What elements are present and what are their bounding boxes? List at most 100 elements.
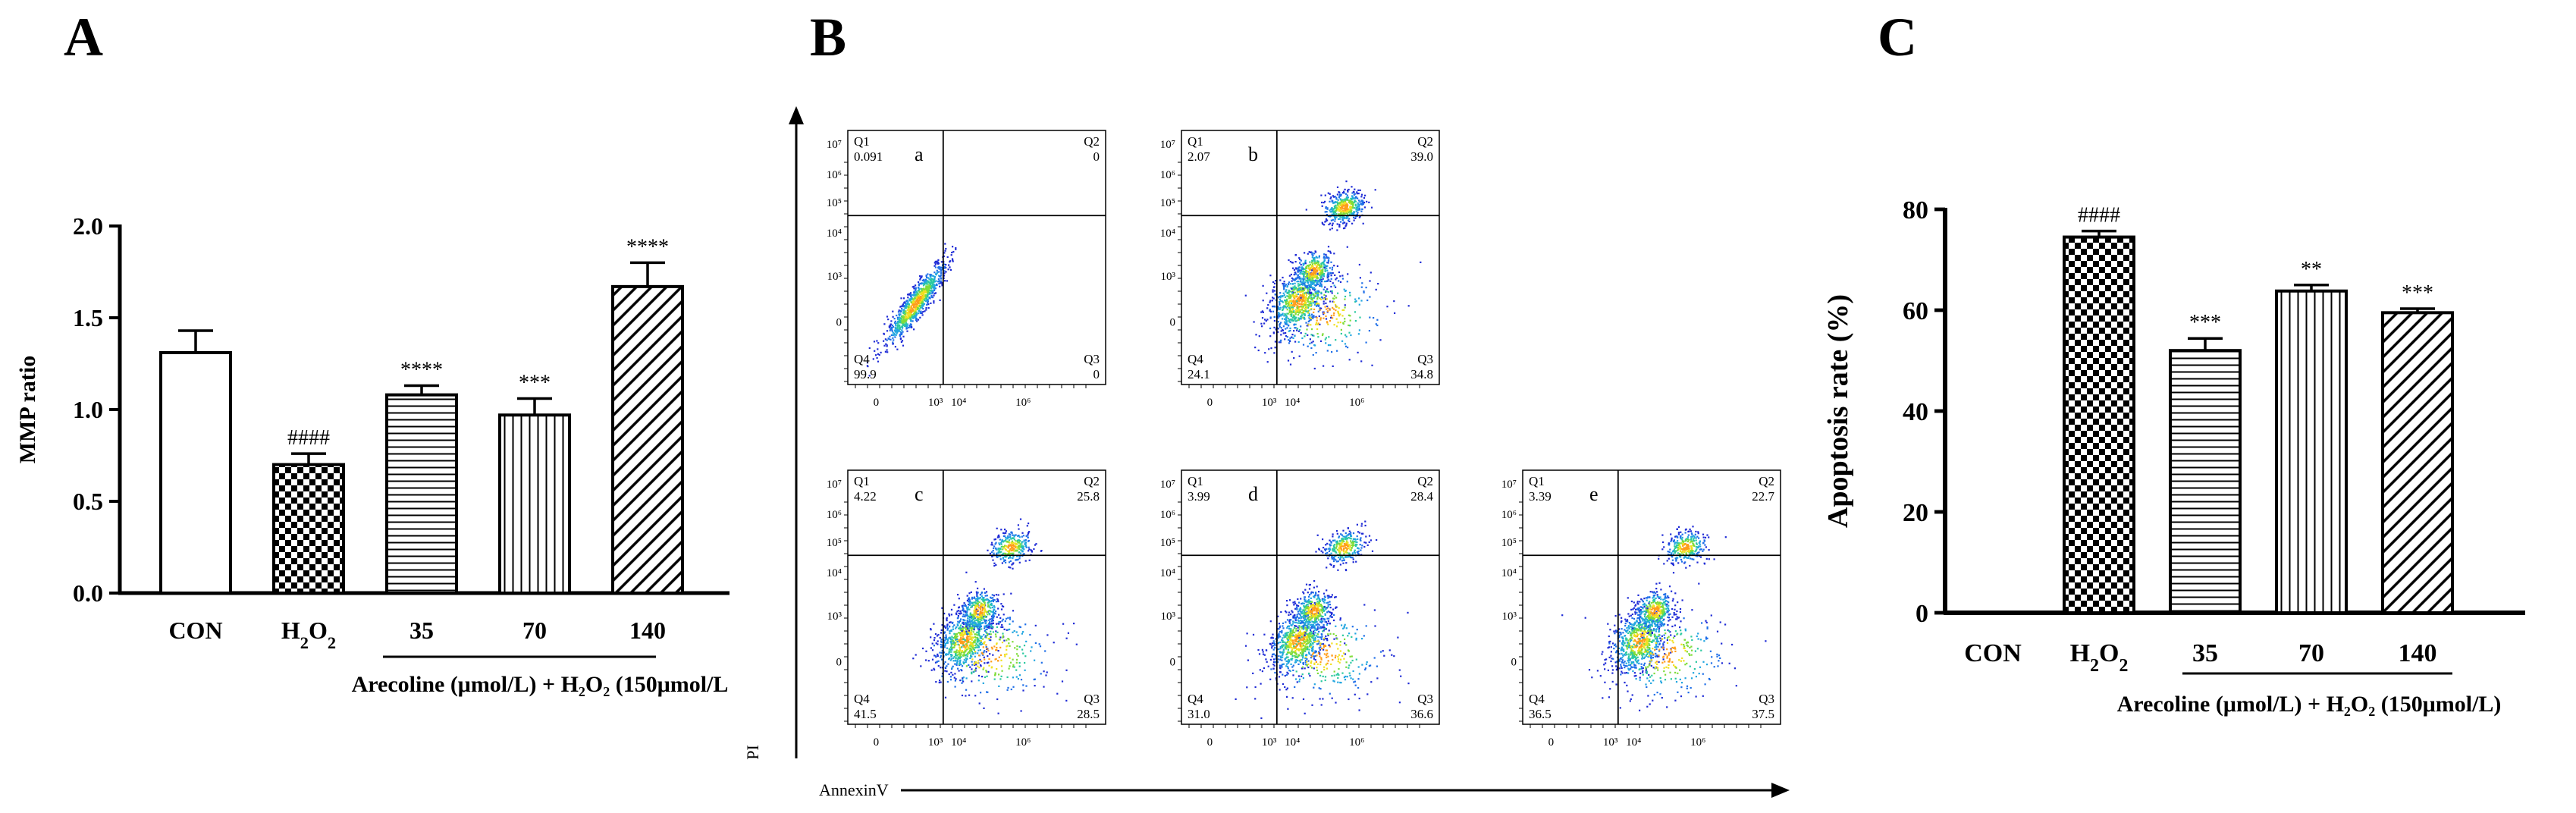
scatter-point xyxy=(1332,200,1334,202)
scatter-point xyxy=(905,319,907,321)
scatter-point xyxy=(913,315,915,318)
scatter-point xyxy=(971,601,974,604)
scatter-point xyxy=(966,607,968,610)
scatter-point xyxy=(955,247,957,250)
scatter-point xyxy=(894,320,896,322)
scatter-point xyxy=(924,288,926,290)
scatter-point xyxy=(1298,312,1301,314)
y-axis-label: MMP ratio xyxy=(15,356,40,463)
scatter-point xyxy=(1296,290,1298,292)
scatter-point xyxy=(1282,683,1285,686)
scatter-point xyxy=(1299,637,1301,639)
scatter-point xyxy=(943,261,945,263)
scatter-point xyxy=(990,624,993,626)
scatter-point xyxy=(1021,633,1023,635)
scatter-point xyxy=(989,552,991,554)
scatter-point xyxy=(1310,268,1312,270)
scatter-point xyxy=(1355,214,1357,216)
scatter-point xyxy=(1297,289,1299,291)
scatter-point xyxy=(1305,310,1307,312)
scatter-point xyxy=(910,309,912,312)
scatter-point xyxy=(1294,311,1297,313)
scatter-point xyxy=(1292,316,1294,319)
scatter-point xyxy=(1034,624,1037,626)
scatter-point xyxy=(1344,209,1347,211)
scatter-point xyxy=(1319,276,1322,278)
scatter-point xyxy=(1341,202,1343,205)
scatter-point xyxy=(1316,298,1319,300)
scatter-point xyxy=(964,649,966,651)
scatter-point xyxy=(1323,266,1325,268)
scatter-point xyxy=(1005,532,1007,534)
scatter-point xyxy=(1340,201,1342,203)
scatter-point xyxy=(1280,295,1282,297)
scatter-point xyxy=(967,648,969,650)
scatter-point xyxy=(1347,211,1349,213)
scatter-point xyxy=(991,648,993,650)
scatter-point xyxy=(1022,631,1024,633)
scatter-point xyxy=(1289,632,1291,634)
scatter-point xyxy=(1297,287,1301,289)
scatter-point xyxy=(949,679,952,681)
scatter-point xyxy=(892,334,894,336)
scatter-point xyxy=(1316,262,1319,264)
scatter-point xyxy=(941,283,943,285)
scatter-point xyxy=(1011,541,1013,545)
scatter-point xyxy=(1010,549,1013,552)
scatter-point xyxy=(899,311,902,313)
scatter-point xyxy=(962,604,965,607)
scatter-point xyxy=(932,286,934,288)
scatter-point xyxy=(1288,291,1290,293)
scatter-point xyxy=(1284,674,1286,677)
scatter-point xyxy=(1301,654,1304,656)
scatter-point xyxy=(972,648,974,650)
scatter-point xyxy=(969,636,971,638)
scatter-point xyxy=(965,631,967,633)
scatter-point xyxy=(908,316,910,319)
scatter-point xyxy=(1287,317,1289,319)
scatter-point xyxy=(960,612,962,614)
scatter-point xyxy=(1286,300,1288,302)
scatter-point xyxy=(1297,283,1300,285)
scatter-point xyxy=(1004,555,1007,557)
scatter-point xyxy=(1294,317,1296,319)
scatter-point xyxy=(1331,200,1333,202)
scatter-point xyxy=(921,299,923,301)
scatter-point xyxy=(933,278,936,281)
scatter-point xyxy=(1307,315,1310,317)
scatter-point xyxy=(1312,621,1315,623)
scatter-point xyxy=(914,294,916,297)
scatter-point xyxy=(1306,654,1308,657)
scatter-point xyxy=(945,637,947,639)
scatter-point xyxy=(965,639,968,641)
scatter-point xyxy=(897,324,899,326)
scatter-point xyxy=(1300,297,1302,299)
scatter-point xyxy=(968,624,971,626)
scatter-point xyxy=(1009,548,1012,551)
scatter-point xyxy=(927,289,930,291)
scatter-point xyxy=(1299,262,1301,264)
scatter-point xyxy=(924,290,926,293)
scatter-point xyxy=(892,325,895,328)
scatter-point xyxy=(927,302,929,304)
scatter-point xyxy=(960,663,962,666)
scatter-point xyxy=(1321,262,1323,265)
scatter-point xyxy=(1319,648,1321,651)
scatter-point xyxy=(1013,538,1015,541)
scatter-point xyxy=(1305,279,1307,281)
scatter-point xyxy=(974,633,977,636)
scatter-point xyxy=(1294,305,1296,307)
scatter-point xyxy=(941,675,943,677)
scatter-point xyxy=(1294,334,1296,337)
scatter-point xyxy=(927,287,930,290)
scatter-point xyxy=(924,310,926,312)
scatter-point xyxy=(955,651,957,654)
scatter-point xyxy=(1343,288,1345,290)
scatter-point xyxy=(964,630,966,633)
scatter-point xyxy=(1307,287,1309,290)
scatter-point xyxy=(923,283,925,285)
scatter-point xyxy=(1323,264,1325,266)
scatter-point xyxy=(1294,656,1297,658)
scatter-point xyxy=(905,322,908,325)
scatter-point xyxy=(1302,632,1304,634)
